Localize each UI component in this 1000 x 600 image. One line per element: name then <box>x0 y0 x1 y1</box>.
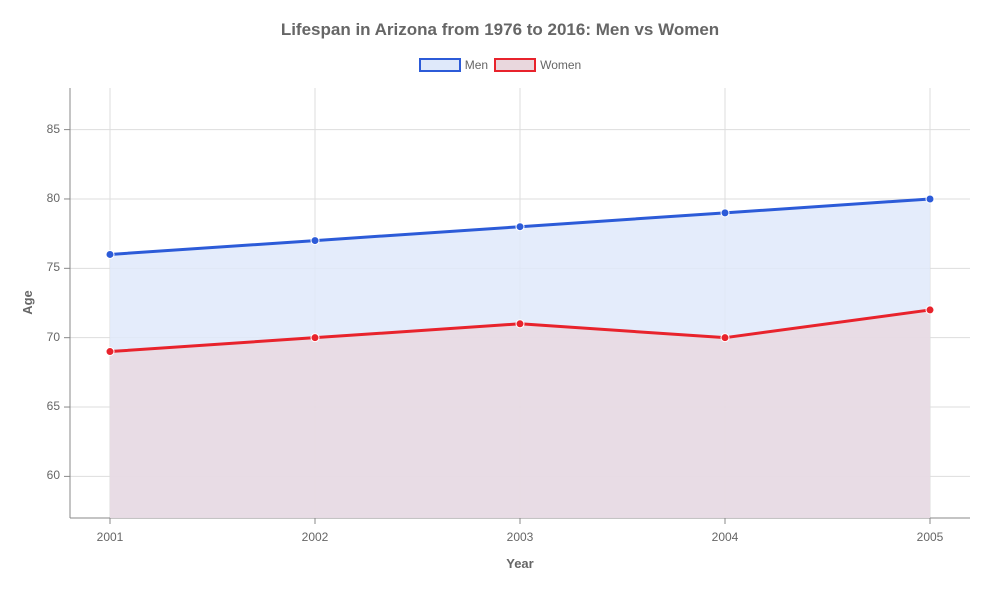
legend-swatch-men <box>419 58 461 72</box>
legend: Men Women <box>0 58 1000 72</box>
x-tick-label: 2003 <box>500 530 540 544</box>
legend-label-women: Women <box>540 58 581 72</box>
x-tick-label: 2002 <box>295 530 335 544</box>
y-tick-label: 75 <box>47 260 60 274</box>
legend-label-men: Men <box>465 58 488 72</box>
legend-item-women[interactable]: Women <box>494 58 581 72</box>
chart-title: Lifespan in Arizona from 1976 to 2016: M… <box>0 20 1000 40</box>
plot-area <box>70 88 970 518</box>
y-tick-label: 60 <box>47 468 60 482</box>
chart-container: Lifespan in Arizona from 1976 to 2016: M… <box>0 0 1000 600</box>
y-tick-label: 85 <box>47 122 60 136</box>
y-tick-label: 65 <box>47 399 60 413</box>
y-axis-title: Age <box>20 290 35 315</box>
y-tick-label: 70 <box>47 330 60 344</box>
legend-swatch-women <box>494 58 536 72</box>
x-tick-label: 2005 <box>910 530 950 544</box>
x-tick-label: 2001 <box>90 530 130 544</box>
legend-item-men[interactable]: Men <box>419 58 488 72</box>
x-tick-label: 2004 <box>705 530 745 544</box>
y-tick-label: 80 <box>47 191 60 205</box>
x-axis-title: Year <box>70 556 970 571</box>
